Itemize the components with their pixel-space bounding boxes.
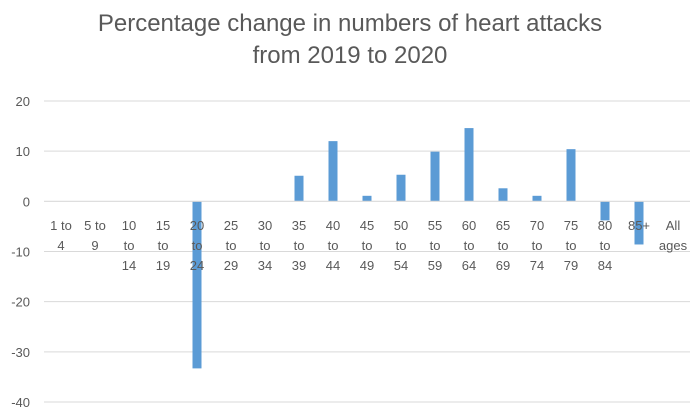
x-category-label: 10 to 14: [122, 218, 136, 273]
x-axis-category-labels: 1 to 4 5 to 9 10 to 14 15 to 19 20 to 24 25 to 29 30 to 34…: [50, 218, 687, 273]
x-category-label: 5 to 9: [84, 218, 106, 253]
bar: [430, 151, 440, 202]
gridlines: [44, 100, 690, 403]
bar: [634, 201, 644, 245]
bar: [328, 141, 338, 202]
x-category-label: All ages: [659, 218, 688, 253]
x-category-label: 1 to 4: [50, 218, 72, 253]
x-category-label: 75 to 79: [564, 218, 578, 273]
y-axis-tick-labels: 20 10 0 -10 -20 -30 -40: [11, 94, 30, 410]
x-category-label: 85+: [628, 218, 650, 233]
bar: [498, 188, 508, 202]
bar: [566, 149, 576, 202]
bar: [192, 201, 202, 369]
x-category-label: 45 to 49: [360, 218, 374, 273]
chart-title-line-2: from 2019 to 2020: [252, 42, 448, 69]
bar: [362, 195, 372, 202]
bar: [532, 195, 542, 202]
x-category-label: 25 to 29: [224, 218, 238, 273]
y-tick-label: -10: [11, 245, 30, 260]
x-category-label: 70 to 74: [530, 218, 544, 273]
chart-title: Percentage change in numbers of heart at…: [0, 8, 700, 72]
y-tick-label: 0: [23, 194, 30, 209]
x-category-label: 40 to 44: [326, 218, 340, 273]
x-category-label: 65 to 69: [496, 218, 510, 273]
x-category-label: 15 to 19: [156, 218, 170, 273]
bar: [600, 201, 610, 221]
bars: [192, 128, 644, 369]
x-category-label: 20 to 24: [190, 218, 204, 273]
y-tick-label: -30: [11, 345, 30, 360]
bar: [294, 175, 304, 202]
x-category-label: 80 to 84: [598, 218, 612, 273]
bar: [464, 128, 474, 202]
y-tick-label: -40: [11, 395, 30, 410]
chart-title-line-1: Percentage change in numbers of heart at…: [97, 10, 603, 37]
y-tick-label: 20: [16, 94, 30, 109]
x-category-label: 30 to 34: [258, 218, 272, 273]
x-category-label: 50 to 54: [394, 218, 408, 273]
y-tick-label: -20: [11, 295, 30, 310]
y-tick-label: 10: [16, 144, 30, 159]
x-category-label: 55 to 59: [428, 218, 442, 273]
x-category-label: 60 to 64: [462, 218, 476, 273]
x-category-label: 35 to 39: [292, 218, 306, 273]
bar: [396, 174, 406, 202]
